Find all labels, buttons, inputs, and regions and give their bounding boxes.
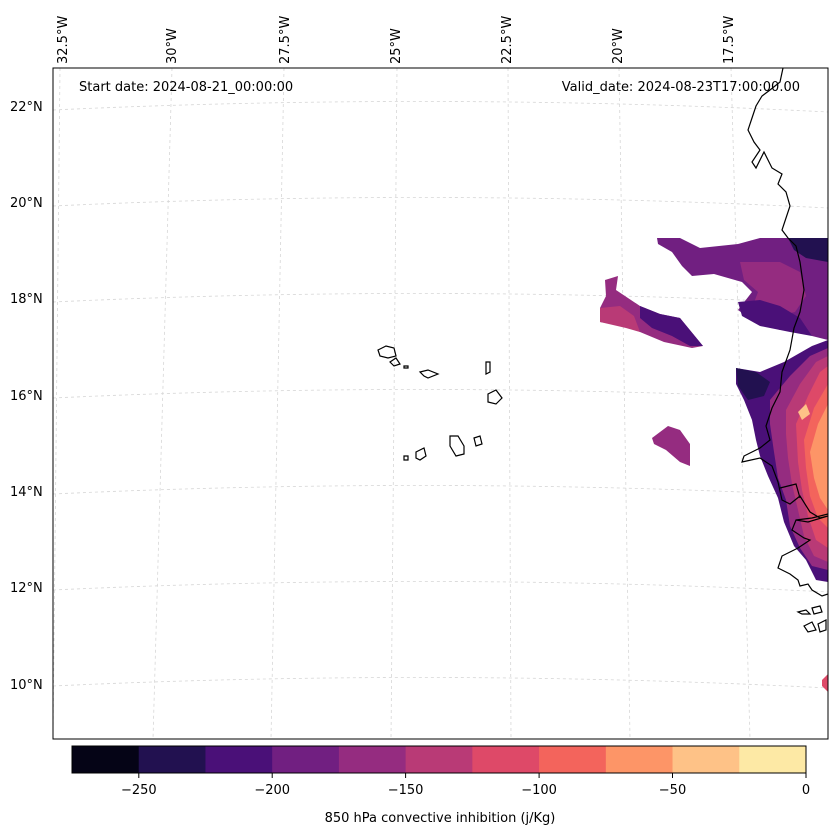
cape-verde-sao-nicolau [418,369,440,379]
africa-coastline [741,68,828,597]
colorbar-label: 850 hPa convective inhibition (j/Kg) [325,811,556,826]
cape-verde-sal [485,361,491,375]
map-frame [52,67,829,740]
start-date-label: Start date: 2024-08-21_00:00:00 [79,80,293,95]
cape-verde-santiago [449,435,465,457]
cin-region-north-dark2 [738,300,812,336]
lat-label-20n: 20°N [10,196,43,211]
colorbar-tick-minus-100: −100 [521,783,557,798]
colorbar-ticks [138,773,807,778]
lon-label-25w: 25°W [389,28,404,64]
lon-label-20w: 20°W [611,28,626,64]
graticule [53,68,828,739]
colorbar-bin-0 [72,746,140,773]
lat-label-10n: 10°N [10,678,43,693]
lat-label-14n: 14°N [10,485,43,500]
colorbar-tick-minus-150: −150 [388,783,424,798]
colorbar-bin-1 [138,746,206,773]
colorbar-tick-0: 0 [802,783,810,798]
colorbar [71,745,807,774]
lon-label-32.5w: 32.5°W [56,16,71,64]
lon-label-30w: 30°W [165,28,180,64]
valid-date-label: Valid_date: 2024-08-23T17:00:00.00 [562,80,800,95]
cin-region-north-dark [788,238,828,262]
cape-verde-santa-luzia [403,365,409,369]
cape-verde-boa-vista [487,389,503,405]
colorbar-bin-5 [405,746,473,773]
longitude-labels: 32.5°W 30°W 27.5°W 25°W 22.5°W 20°W 17.5… [56,16,737,64]
colorbar-bin-3 [272,746,340,773]
cape-verde-maio [473,435,483,447]
latitude-labels: 22°N 20°N 18°N 16°N 14°N 12°N 10°N [10,100,43,693]
colorbar-tick-minus-200: −200 [254,783,290,798]
colorbar-bin-6 [472,746,540,773]
cape-verde-brava [403,455,409,461]
bijagos-islands [796,605,827,633]
cin-region-small-south [822,674,828,692]
lon-label-17.5w: 17.5°W [722,16,737,64]
colorbar-bin-2 [205,746,273,773]
cin-region-west-band-dark [640,306,703,346]
map-panel [53,68,828,739]
colorbar-tick-labels: −250 −200 −150 −100 −50 0 [121,783,810,798]
cin-region-south-peach [798,404,810,420]
lat-label-16n: 16°N [10,389,43,404]
cin-region-west-band-red [600,306,640,332]
lon-label-22.5w: 22.5°W [500,16,515,64]
colorbar-tick-minus-250: −250 [121,783,157,798]
colorbar-tick-minus-50: −50 [659,783,686,798]
colorbar-bin-4 [338,746,407,773]
cape-verde-fogo [415,447,427,461]
coastlines [377,68,828,633]
colorbar-bin-8 [605,746,674,773]
gambia-inlet [795,513,828,521]
cape-verde-santo-antao [377,345,397,359]
cin-region-small-blob [652,426,690,466]
colorbar-frame [71,745,807,774]
colorbar-bin-7 [539,746,607,773]
senegal-river-inlet [779,483,801,499]
cin-region-south-orange [810,404,828,510]
lat-label-18n: 18°N [10,292,43,307]
colorbar-bin-9 [672,746,740,773]
lat-label-22n: 22°N [10,100,43,115]
cin-region-south-dark [736,368,770,400]
colorbar-bin-10 [739,746,807,773]
lon-label-27.5w: 27.5°W [278,16,293,64]
cape-verde-sao-vicente [389,357,401,367]
lat-label-12n: 12°N [10,581,43,596]
